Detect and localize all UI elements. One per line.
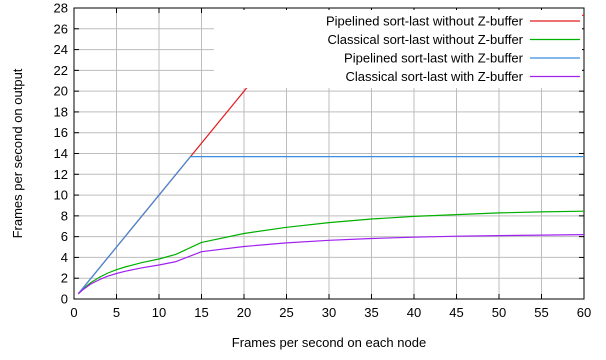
y-tick-label: 0 [61, 292, 68, 307]
x-tick-label: 25 [279, 305, 293, 320]
legend-background [214, 10, 582, 88]
y-tick-label: 12 [54, 167, 68, 182]
x-tick-label: 5 [113, 305, 120, 320]
axis-ticks: 0 5 10 15 20 25 30 35 40 45 50 55 600246810121416182… [54, 1, 592, 321]
legend-label-4: Classical sort-last with Z-buffer [346, 69, 524, 84]
y-tick-label: 4 [61, 250, 68, 265]
series-line-3 [77, 156, 584, 295]
x-tick-label: 40 [407, 305, 421, 320]
y-tick-label: 20 [54, 84, 68, 99]
x-tick-label: 20 [237, 305, 251, 320]
legend-label-1: Pipelined sort-last without Z-buffer [326, 14, 524, 29]
x-axis-title: Frames per second on each node [232, 335, 426, 350]
y-tick-label: 8 [61, 208, 68, 223]
y-tick-label: 2 [61, 271, 68, 286]
y-tick-label: 28 [54, 1, 68, 16]
y-tick-label: 14 [54, 146, 68, 161]
y-tick-label: 24 [54, 42, 68, 57]
x-tick-label: 0 [70, 305, 77, 320]
series-line-2 [77, 210, 585, 295]
y-tick-label: 18 [54, 104, 68, 119]
y-tick-label: 6 [61, 229, 68, 244]
y-tick-label: 22 [54, 63, 68, 78]
legend-label-2: Classical sort-last without Z-buffer [327, 32, 523, 47]
y-tick-label: 16 [54, 125, 68, 140]
legend-label-3: Pipelined sort-last with Z-buffer [344, 51, 524, 66]
x-tick-label: 35 [364, 305, 378, 320]
x-tick-label: 45 [449, 305, 463, 320]
x-tick-label: 30 [322, 305, 336, 320]
x-tick-label: 50 [492, 305, 506, 320]
y-axis-title: Frames per second on output [10, 68, 25, 238]
legend: Pipelined sort-last without Z-buffer Clas… [214, 10, 582, 88]
series-line-4 [77, 234, 585, 295]
x-tick-label: 10 [152, 305, 166, 320]
x-tick-label: 55 [534, 305, 548, 320]
x-tick-label: 15 [194, 305, 208, 320]
y-tick-label: 10 [54, 188, 68, 203]
x-tick-label: 60 [577, 305, 591, 320]
y-tick-label: 26 [54, 21, 68, 36]
